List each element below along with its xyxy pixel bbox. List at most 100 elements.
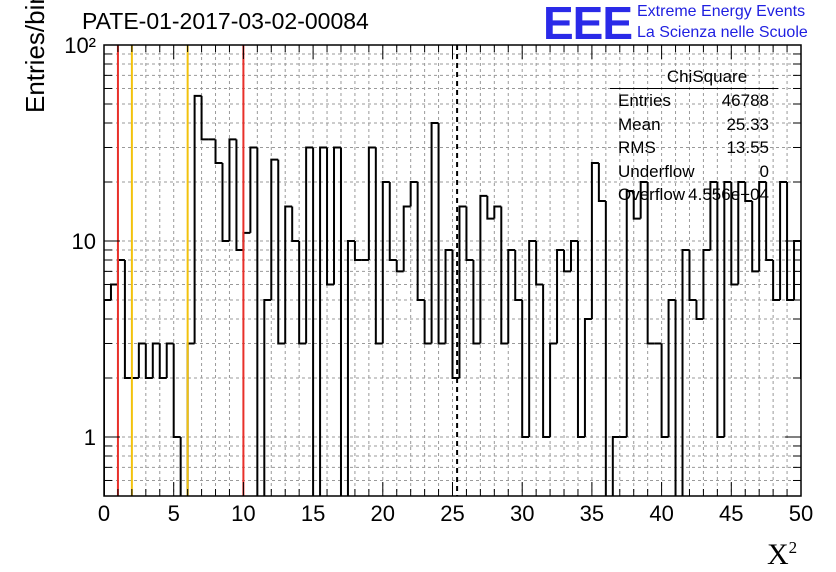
histogram-bin [451, 249, 460, 379]
x-tick-label: 30 [510, 501, 534, 526]
eee-logo: EEE [543, 0, 633, 49]
stats-value: 4.556e+04 [688, 185, 769, 204]
histogram-bin [165, 342, 174, 378]
x-tick-label: 0 [98, 501, 110, 526]
stats-key: Entries [618, 91, 671, 110]
histogram-bin [416, 181, 425, 302]
histogram-bin [116, 258, 125, 285]
stats-value: 0 [759, 161, 769, 181]
histogram-bin [702, 248, 711, 319]
histogram-bin [535, 240, 544, 286]
y-tick-label: 1 [84, 425, 96, 450]
histogram-bin [395, 259, 404, 273]
histogram-bin [326, 147, 335, 286]
histogram-bin [144, 343, 153, 379]
stats-row-rms: RMS 13.55 [610, 136, 778, 160]
histogram-bin [808, 319, 815, 378]
histogram-bin [569, 239, 578, 272]
histogram-bin [402, 205, 411, 272]
marker-lines [116, 45, 459, 496]
histogram-bin [200, 95, 209, 141]
stats-box: ChiSquare Entries 46788 Mean 25.33 RMS 1… [610, 66, 778, 207]
x-tick-label: 15 [301, 501, 325, 526]
histogram-bin [179, 436, 182, 496]
stats-row-underflow: Underflow 0 [610, 160, 778, 184]
histogram-bin [688, 249, 697, 302]
histogram-bin [430, 121, 439, 344]
histogram-bin [758, 180, 767, 272]
x-tick-label: 20 [371, 501, 395, 526]
histogram-bin [333, 146, 341, 285]
y-tick-label: 10 [72, 229, 96, 254]
histogram-bin [123, 259, 132, 379]
brand-line-2: La Scienza nelle Scuole [637, 24, 808, 41]
histogram-bin [542, 284, 551, 438]
histogram-bin [737, 180, 746, 285]
histogram-bin [660, 343, 669, 438]
x-tick-label: 5 [168, 501, 180, 526]
histogram-bin [800, 240, 801, 379]
histogram-bin [305, 146, 314, 344]
histogram-bin [590, 162, 599, 319]
histogram-bin [744, 181, 753, 202]
histogram-bin [312, 147, 315, 496]
histogram-bin [353, 240, 362, 261]
histogram-bin [172, 343, 181, 438]
histogram-bin [500, 206, 509, 345]
histogram-bin [228, 138, 237, 241]
histogram-bin [409, 180, 418, 207]
brand-line-1: Extreme Energy Events [637, 3, 806, 20]
histogram-bin [716, 181, 725, 438]
histogram-bin [576, 240, 585, 438]
stats-title: ChiSquare [610, 66, 778, 89]
histogram-bin [646, 181, 655, 345]
y-tick-label: 10² [64, 33, 96, 58]
x-axis-label: X2 [767, 538, 797, 572]
histogram-bin [639, 180, 648, 219]
histogram-bin [695, 300, 704, 320]
x-axis-label-exponent: 2 [788, 538, 798, 557]
x-tick-label: 45 [719, 501, 743, 526]
stats-row-mean: Mean 25.33 [610, 113, 778, 137]
histogram-bin [730, 181, 739, 286]
histogram-bin [597, 163, 606, 202]
stats-row-entries: Entries 46788 [610, 89, 778, 113]
histogram-bin [158, 343, 167, 379]
histogram-bin [465, 206, 474, 261]
histogram-bin [249, 146, 258, 233]
histogram-bin [291, 206, 300, 242]
stats-value: 25.33 [726, 114, 769, 134]
histogram-bin [681, 248, 690, 496]
histogram-bin [263, 299, 272, 496]
histogram-bin [186, 342, 195, 496]
x-tick-label: 10 [231, 501, 255, 526]
histogram-bin [256, 147, 259, 496]
histogram-bin [319, 146, 328, 496]
stats-key: Mean [618, 114, 661, 134]
histogram-bin [583, 317, 592, 437]
histogram-bin [486, 195, 495, 220]
stats-value: 46788 [721, 91, 769, 110]
histogram-bin [137, 342, 146, 378]
histogram-bin [674, 300, 677, 496]
histogram-bin [723, 180, 732, 437]
histogram-bin [374, 147, 383, 345]
histogram-bin [611, 435, 620, 496]
tick-labels: 0 5 10 15 20 25 30 35 40 45 50 1 10 10² [64, 33, 813, 526]
histogram-bin [298, 240, 307, 345]
stats-key: Underflow [618, 161, 695, 181]
histogram-bin [214, 139, 223, 165]
histogram-bin [423, 300, 432, 345]
stats-value: 13.55 [726, 138, 769, 157]
histogram-bin [235, 139, 244, 251]
histogram-bin [388, 181, 397, 261]
histogram-bin [472, 259, 481, 345]
histogram-bin [193, 94, 202, 344]
histogram-bin [437, 122, 446, 345]
histogram-bin [284, 205, 293, 344]
histogram-bin [625, 189, 634, 437]
histogram-bin [822, 300, 829, 319]
histogram-bin [779, 180, 788, 301]
histogram-bin [751, 200, 760, 273]
histogram-bin [709, 180, 718, 250]
